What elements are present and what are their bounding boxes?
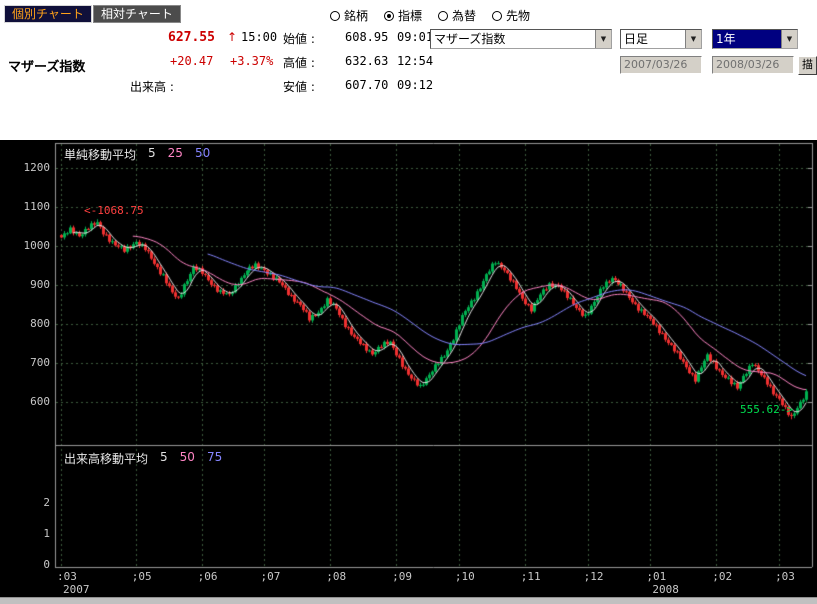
period-low-annotation: 555.62->	[740, 403, 793, 416]
radio-label: 銘柄	[344, 9, 369, 23]
ma-legend-title: 単純移動平均	[64, 148, 137, 162]
y-tick-label: 900	[30, 278, 50, 291]
volume-tick-label: 1	[43, 527, 50, 540]
up-arrow-icon: ↑	[227, 30, 238, 44]
interval-combobox[interactable]: 日足 ▼	[620, 29, 702, 49]
low-label: 安値 :	[283, 80, 315, 94]
x-tick-label: ;09	[392, 570, 412, 583]
date-from-field[interactable]: 2007/03/26	[620, 56, 702, 74]
ma-period-25: 25	[167, 146, 183, 160]
interval-combobox-value: 日足	[624, 32, 649, 46]
radio-button-icon	[438, 10, 449, 21]
year-label: 2007	[63, 583, 90, 596]
y-tick-label: 1200	[23, 161, 51, 174]
x-tick-label: :03	[57, 570, 77, 583]
dropdown-arrow-icon[interactable]: ▼	[685, 30, 701, 48]
ma-legend: 単純移動平均 5 25 50	[64, 146, 210, 163]
radio-option-indicator[interactable]: 指標	[384, 7, 422, 24]
radio-button-icon	[384, 10, 395, 21]
high-label: 高値 :	[283, 56, 315, 70]
last-time: 15:00	[241, 30, 278, 44]
volume-tick-label: 2	[43, 496, 50, 509]
x-tick-label: ;06	[197, 570, 218, 583]
y-tick-label: 1100	[23, 200, 51, 213]
volume-label: 出来高 :	[130, 80, 174, 94]
last-price: 627.55	[168, 30, 215, 45]
ma-period-50: 50	[194, 146, 211, 160]
symbol-combobox-value: マザーズ指数	[434, 32, 506, 46]
x-tick-label: ;07	[260, 570, 281, 583]
y-tick-label: 600	[30, 395, 50, 408]
period-high-annotation: <-1068.75	[84, 204, 144, 217]
x-tick-label: ;12	[583, 570, 604, 583]
range-combobox[interactable]: 1年 ▼	[712, 29, 798, 49]
x-tick-label: ;11	[520, 570, 541, 583]
open-label: 始値 :	[283, 32, 315, 46]
volume-ma-legend: 出来高移動平均 5 50 75	[64, 450, 222, 467]
date-to-field[interactable]: 2008/03/26	[712, 56, 794, 74]
bottom-scrollbar[interactable]	[0, 597, 817, 604]
radio-label: 指標	[398, 9, 423, 23]
y-tick-label: 700	[30, 356, 50, 369]
radio-option-forex[interactable]: 為替	[438, 7, 476, 24]
y-tick-label: 800	[30, 317, 50, 330]
x-tick-label: ;08	[326, 570, 347, 583]
open-value: 608.95	[345, 30, 389, 44]
volume-ma-period-50: 50	[179, 450, 195, 464]
chart-area: 単純移動平均 5 25 50 出来高移動平均 5 50 75 <-1068.75…	[0, 140, 817, 597]
radio-button-icon	[492, 10, 503, 21]
x-tick-label: ;02	[712, 570, 733, 583]
dropdown-arrow-icon[interactable]: ▼	[595, 30, 611, 48]
volume-ma-period-5: 5	[160, 450, 168, 464]
radio-option-futures[interactable]: 先物	[492, 7, 530, 24]
volume-ma-period-75: 75	[206, 450, 223, 464]
tab-individual-chart[interactable]: 個別チャート	[4, 5, 92, 23]
x-tick-label: ;05	[131, 570, 152, 583]
x-tick-label: ;10	[454, 570, 475, 583]
radio-option-stock[interactable]: 銘柄	[330, 7, 368, 24]
open-time: 09:01	[397, 30, 434, 44]
quote-name: マザーズ指数	[8, 60, 86, 75]
change-percent: +3.37%	[230, 54, 274, 68]
x-tick-label: ;01	[646, 570, 667, 583]
year-label: 2008	[652, 583, 679, 596]
tab-relative-chart[interactable]: 相対チャート	[93, 5, 181, 23]
ma-period-5: 5	[148, 146, 156, 160]
low-value: 607.70	[345, 78, 389, 92]
change-value: +20.47	[170, 54, 214, 68]
draw-button[interactable]: 描	[798, 56, 817, 75]
low-time: 09:12	[397, 78, 434, 92]
x-tick-label: ;03	[775, 570, 795, 583]
volume-ma-legend-title: 出来高移動平均	[64, 452, 149, 466]
radio-button-icon	[330, 10, 340, 21]
dropdown-arrow-icon[interactable]: ▼	[781, 30, 797, 48]
radio-label: 先物	[506, 9, 531, 23]
volume-tick-label: 0	[43, 558, 50, 571]
range-combobox-value: 1年	[713, 30, 781, 48]
high-value: 632.63	[345, 54, 389, 68]
price-chart-canvas	[0, 140, 817, 597]
category-radio-group: 銘柄 指標 為替 先物	[330, 7, 530, 24]
radio-label: 為替	[452, 9, 477, 23]
y-tick-label: 1000	[23, 239, 51, 252]
symbol-combobox[interactable]: マザーズ指数 ▼	[430, 29, 612, 49]
high-time: 12:54	[397, 54, 434, 68]
